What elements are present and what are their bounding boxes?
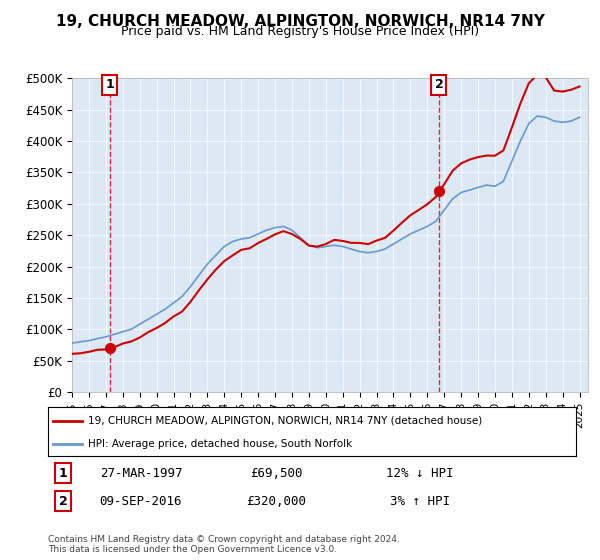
Point	[105, 344, 115, 353]
Text: Price paid vs. HM Land Registry's House Price Index (HPI): Price paid vs. HM Land Registry's House …	[121, 25, 479, 38]
Text: 12% ↓ HPI: 12% ↓ HPI	[386, 466, 454, 480]
Text: 1: 1	[59, 466, 67, 480]
Text: 3% ↑ HPI: 3% ↑ HPI	[390, 494, 450, 508]
Text: HPI: Average price, detached house, South Norfolk: HPI: Average price, detached house, Sout…	[88, 439, 352, 449]
Text: £69,500: £69,500	[250, 466, 302, 480]
Text: 1: 1	[106, 78, 114, 91]
Text: 09-SEP-2016: 09-SEP-2016	[100, 494, 182, 508]
Text: 19, CHURCH MEADOW, ALPINGTON, NORWICH, NR14 7NY (detached house): 19, CHURCH MEADOW, ALPINGTON, NORWICH, N…	[88, 416, 482, 426]
Point	[434, 187, 444, 196]
Text: £320,000: £320,000	[246, 494, 306, 508]
Text: 2: 2	[434, 78, 443, 91]
Text: Contains HM Land Registry data © Crown copyright and database right 2024.
This d: Contains HM Land Registry data © Crown c…	[48, 535, 400, 554]
Text: 19, CHURCH MEADOW, ALPINGTON, NORWICH, NR14 7NY: 19, CHURCH MEADOW, ALPINGTON, NORWICH, N…	[56, 14, 544, 29]
Text: 27-MAR-1997: 27-MAR-1997	[100, 466, 182, 480]
Text: 2: 2	[59, 494, 67, 508]
